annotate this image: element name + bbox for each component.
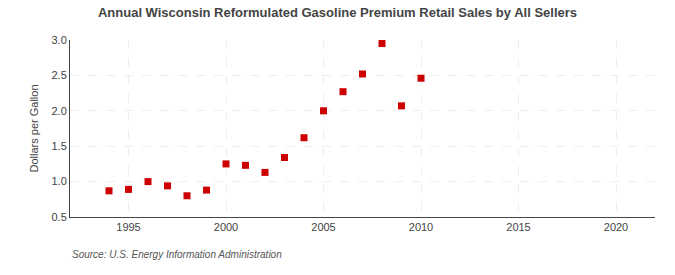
svg-text:2020: 2020: [604, 221, 628, 233]
svg-text:1995: 1995: [116, 221, 140, 233]
svg-text:2.5: 2.5: [52, 69, 67, 81]
svg-text:1.0: 1.0: [52, 175, 67, 187]
svg-text:0.5: 0.5: [52, 211, 67, 223]
svg-text:2015: 2015: [506, 221, 530, 233]
svg-text:2.0: 2.0: [52, 105, 67, 117]
svg-text:Annual Wisconsin Reformulated: Annual Wisconsin Reformulated Gasoline P…: [98, 5, 577, 20]
svg-text:2005: 2005: [311, 221, 335, 233]
svg-text:Source: U.S. Energy Informatio: Source: U.S. Energy Information Administ…: [72, 249, 282, 260]
svg-text:2000: 2000: [214, 221, 238, 233]
svg-text:3.0: 3.0: [52, 34, 67, 46]
svg-text:1.5: 1.5: [52, 140, 67, 152]
svg-text:2010: 2010: [409, 221, 433, 233]
svg-text:Dollars per Gallon: Dollars per Gallon: [28, 84, 40, 172]
